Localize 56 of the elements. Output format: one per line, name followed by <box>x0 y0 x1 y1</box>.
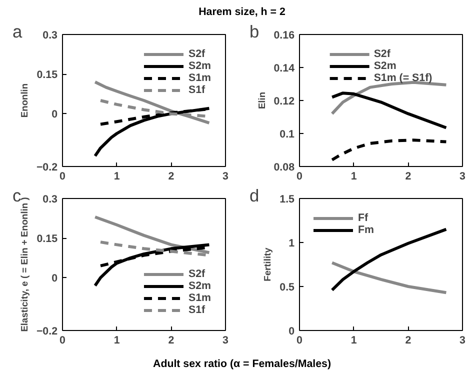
y-axis-title: Elin <box>256 92 267 110</box>
y-axis-title: Elasticity, e ( = Elin + Enonlin ) <box>19 197 30 332</box>
text: a <box>12 22 22 42</box>
y-axis-title: Enonlin <box>19 83 30 118</box>
y-tick-label: 0.1 <box>280 128 295 140</box>
legend-label: S1m <box>188 292 211 304</box>
x-tick-label: 1 <box>350 334 357 346</box>
x-tick-label: 2 <box>405 334 412 346</box>
y-tick-label: 0.16 <box>274 30 295 42</box>
y-tick-label: 0.15 <box>36 69 58 82</box>
x-tick-label: 1 <box>114 334 120 346</box>
y-tick-label: 0 <box>288 326 295 338</box>
x-axis-title: Adult sex ratio (α = Females/Males) <box>153 357 331 372</box>
y-tick-label: 0.08 <box>274 162 295 174</box>
legend-label: S2f <box>188 48 206 60</box>
text: c <box>12 186 22 206</box>
x-tick-label: 2 <box>405 170 412 182</box>
legend-label: S1f <box>188 304 206 316</box>
y-tick-label: 0.15 <box>36 233 58 246</box>
x-tick-label: 3 <box>460 170 466 182</box>
y-tick-label: 0.3 <box>42 194 58 206</box>
y-tick-label: −0.2 <box>36 326 58 338</box>
y-tick-label: −0.2 <box>36 162 58 174</box>
legend-label: S1m (= S1f) <box>374 72 432 84</box>
legend-label: Ff <box>358 212 370 224</box>
x-tick-label: 1 <box>114 170 120 182</box>
x-tick-label: 0 <box>296 334 303 346</box>
x-tick-label: 1 <box>350 170 357 182</box>
y-tick-label: 0 <box>52 272 58 285</box>
x-tick-label: 2 <box>168 334 174 346</box>
x-tick-label: 0 <box>296 170 303 182</box>
legend-label: S2m <box>188 60 211 72</box>
legend-label: Fm <box>358 224 375 236</box>
legend-label: S1m <box>188 72 211 84</box>
x-tick-label: 3 <box>222 170 229 182</box>
text: d <box>250 186 260 206</box>
x-tick-label: 3 <box>460 334 466 346</box>
y-tick-label: 0 <box>52 108 58 121</box>
legend-label: S2m <box>188 280 211 292</box>
y-tick-label: 0.12 <box>274 96 295 108</box>
y-tick-label: 0.14 <box>274 62 295 74</box>
y-axis-title: Fertility <box>262 246 273 282</box>
x-tick-label: 3 <box>222 334 229 346</box>
x-tick-label: 2 <box>168 170 174 182</box>
y-tick-label: 1.5 <box>280 194 295 206</box>
y-tick-label: 0.3 <box>42 30 58 42</box>
chart-title: Harem size, h = 2 <box>198 5 286 20</box>
x-tick-label: 0 <box>60 170 66 182</box>
legend-label: S1f <box>188 84 206 96</box>
text: b <box>250 22 260 42</box>
x-tick-label: 0 <box>60 334 66 346</box>
legend-label: S2f <box>188 268 206 280</box>
legend-label: S2f <box>374 48 392 60</box>
y-tick-label: 1 <box>288 238 295 250</box>
legend-label: S2m <box>374 60 396 72</box>
y-tick-label: 0.5 <box>280 282 295 294</box>
